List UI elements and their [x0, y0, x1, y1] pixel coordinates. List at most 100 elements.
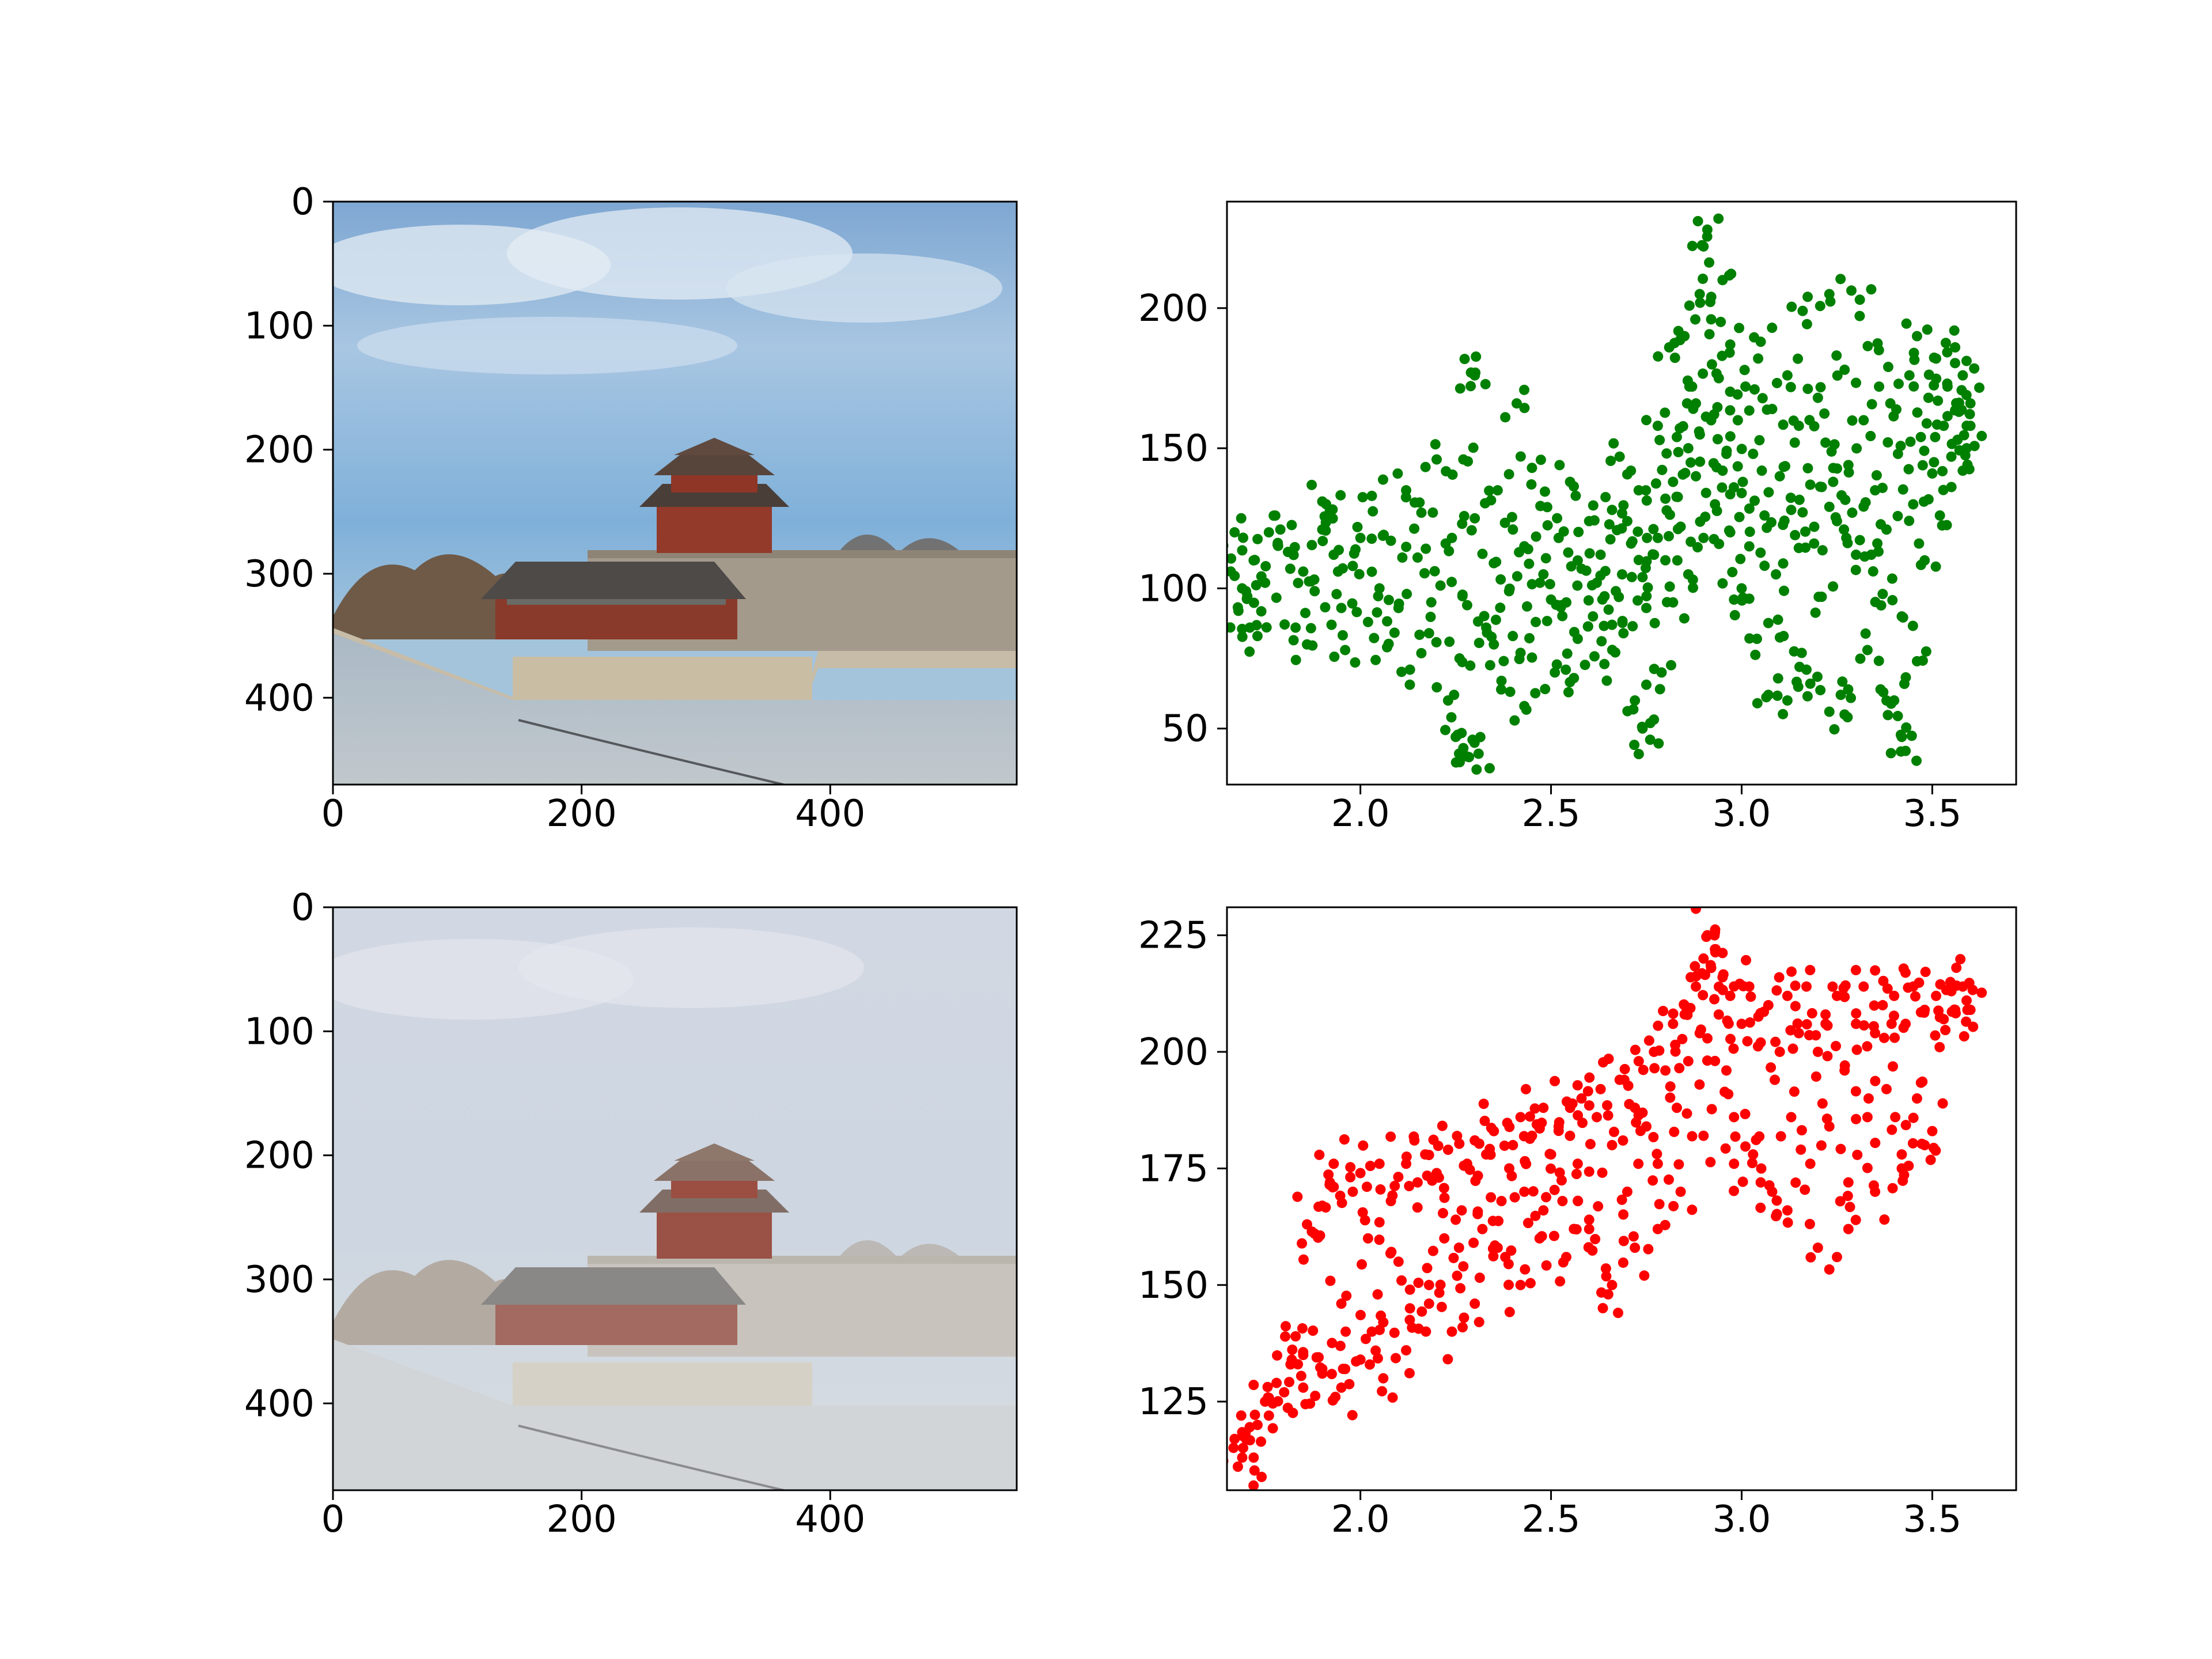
scatter-red-point-120-dense-3 [1946, 1006, 1957, 1017]
scatter-red-point-97-dense-3 [1801, 1019, 1812, 1030]
scatter-red-point-115-dense-1 [1937, 1098, 1948, 1109]
scatter-green-point-169-dense-3 [1672, 491, 1683, 502]
scatter-red-point-69 [1660, 1065, 1671, 1076]
scatter-red-point-17-dense-1 [1323, 1169, 1334, 1180]
scatter-red-point-148-dense-2 [1315, 1362, 1325, 1373]
scatter-red-point-33-dense-3 [1438, 1183, 1449, 1194]
scatter-green-point-131-dense-2 [1847, 415, 1858, 426]
scatter-green-point-162-dense-3 [1555, 600, 1566, 611]
scatter-red-point-121-dense-2 [1964, 978, 1975, 988]
scatter-green-point-7-dense-3 [1260, 560, 1271, 571]
scatter-green-point-103-dense-3 [1729, 609, 1740, 620]
scatter-red-point-135-dense-2 [1618, 1257, 1628, 1268]
scatter-red-point-95-dense-1 [1790, 980, 1801, 991]
scatter-red-point-48 [1527, 1130, 1537, 1141]
scatter-red-point-17-dense-3 [1339, 1134, 1350, 1145]
scatter-green-point-115-dense-3 [1785, 381, 1796, 392]
scatter-green-point-184-dense-1 [1907, 620, 1918, 631]
photo-hazy-y-tick-label-1: 100 [244, 1010, 315, 1053]
scatter-green-point-66-dense-3 [1566, 561, 1577, 572]
scatter-red-point-73-dense-1 [1674, 1063, 1685, 1074]
scatter-red-frame [1226, 906, 2017, 1491]
scatter-green-point-47-dense-2 [1464, 752, 1475, 763]
scatter-red-point-115 [1927, 1126, 1938, 1137]
scatter-green-point-149-dense-3 [1937, 520, 1948, 531]
scatter-green-point-168-dense-3 [1648, 524, 1659, 535]
scatter-green-point-186-dense-2 [1875, 684, 1886, 695]
scatter-green-point-141-dense-2 [1908, 381, 1919, 392]
scatter-red-point-102-dense-2 [1842, 1191, 1853, 1202]
scatter-green-point-50 [1492, 485, 1503, 496]
scatter-red-point-37-dense-2 [1455, 1283, 1466, 1294]
scatter-green-point-171-dense-2 [1688, 403, 1699, 414]
scatter-red-point-125-dense-3 [1879, 1214, 1890, 1225]
scatter-red-point-126-dense-2 [1850, 1214, 1861, 1225]
scatter-green-point-20-dense-3 [1329, 652, 1340, 662]
scatter-red-point-60-dense-2 [1600, 1263, 1611, 1274]
scatter-green-point-168-dense-1 [1663, 531, 1674, 541]
scatter-red-point-63-dense-3 [1633, 1158, 1644, 1169]
scatter-green-point-158-dense-2 [1976, 430, 1987, 441]
scatter-red-point-29 [1404, 1303, 1415, 1314]
scatter-red-point-117 [1938, 1014, 1949, 1025]
scatter-red-point-111-dense-2 [1910, 991, 1921, 1002]
scatter-red-point-80-dense-1 [1702, 1033, 1713, 1044]
subplot-scatter-green: 2.0 2.5 3.0 3.5 50 100 150 200 [1138, 200, 2017, 835]
scatter-red-point-59-dense-2 [1602, 1100, 1613, 1111]
scatter-green-point-140-dense-3 [1911, 755, 1922, 766]
scatter-green-point-7-dense-2 [1251, 579, 1262, 590]
scatter-red-point-126-dense-1 [1831, 1252, 1842, 1263]
scatter-red-point-142 [1446, 1326, 1457, 1337]
scatter-green-point-159-dense-3 [1946, 482, 1957, 493]
scatter-green-point-50-dense-2 [1503, 469, 1514, 480]
scatter-green-point-65-dense-3 [1569, 627, 1580, 638]
scatter-green-point-31-dense-2 [1401, 541, 1412, 552]
scatter-red-point-11-dense-2 [1308, 1325, 1319, 1336]
scatter-green-point-81-dense-2 [1660, 555, 1671, 566]
scatter-green-point-167-dense-2 [1641, 556, 1652, 567]
scatter-red-point-10-dense-3 [1297, 1323, 1308, 1334]
scatter-green-point-17-dense-3 [1335, 490, 1346, 501]
scatter-green-point-55-dense-2 [1508, 631, 1518, 642]
scatter-green-point-145-dense-3 [1915, 559, 1926, 570]
scatter-red-point-124 [1896, 1163, 1907, 1174]
scatter-red-point-113-dense-3 [1900, 1120, 1911, 1131]
scatter-green-point-144 [1915, 431, 1926, 442]
scatter-green-point-189-dense-2 [1793, 681, 1804, 692]
scatter-red-point-88-dense-1 [1744, 1017, 1755, 1028]
scatter-red-point-88-dense-3 [1752, 1041, 1763, 1052]
scatter-green-point-168 [1652, 532, 1663, 543]
scatter-green-point-76 [1630, 695, 1641, 706]
scatter-red-point-68-dense-1 [1663, 1174, 1674, 1185]
scatter-green-point-15-dense-3 [1320, 525, 1331, 536]
scatter-green-point-75-dense-2 [1627, 536, 1638, 547]
scatter-red-point-96-dense-3 [1800, 1184, 1810, 1195]
scatter-green-point-48-dense-1 [1474, 638, 1484, 649]
scatter-green-point-161-dense-2 [1509, 715, 1520, 726]
scatter-red-point-127 [1812, 1243, 1823, 1253]
scatter-green-point-48-dense-2 [1479, 611, 1490, 622]
scatter-green-point-145-dense-1 [1930, 561, 1941, 572]
scatter-green-point-167 [1637, 571, 1648, 582]
scatter-green-point-108-dense-3 [1756, 465, 1767, 476]
scatter-green-point-14-dense-3 [1304, 576, 1315, 587]
scatter-green-point-68-dense-1 [1599, 620, 1609, 631]
scatter-red-point-29-dense-3 [1396, 1275, 1407, 1286]
scatter-red-point-129-dense-2 [1755, 1202, 1766, 1213]
scatter-green-point-13-dense-2 [1307, 640, 1318, 651]
scatter-green-point-157-dense-3 [1964, 408, 1975, 419]
scatter-red-point-145-dense-3 [1374, 1324, 1385, 1335]
scatter-red-point-124-dense-2 [1887, 1183, 1898, 1194]
scatter-red-point-20-dense-1 [1345, 1162, 1356, 1173]
scatter-red-point-34-dense-1 [1427, 1245, 1438, 1256]
scatter-green-point-81-dense-1 [1642, 532, 1653, 543]
scatter-green-point-121-dense-1 [1819, 408, 1830, 419]
scatter-red-point-8 [1279, 1387, 1290, 1397]
scatter-green-point-71-dense-3 [1616, 508, 1627, 519]
scatter-red-point-141 [1469, 1298, 1480, 1309]
scatter-green-point-76-dense-3 [1628, 704, 1639, 715]
scatter-green-point-131-dense-3 [1866, 399, 1877, 410]
scatter-green-point-173-dense-2 [1728, 482, 1739, 493]
scatter-red-point-82-dense-2 [1728, 1043, 1739, 1054]
scatter-red-point-95-dense-2 [1806, 1008, 1817, 1019]
